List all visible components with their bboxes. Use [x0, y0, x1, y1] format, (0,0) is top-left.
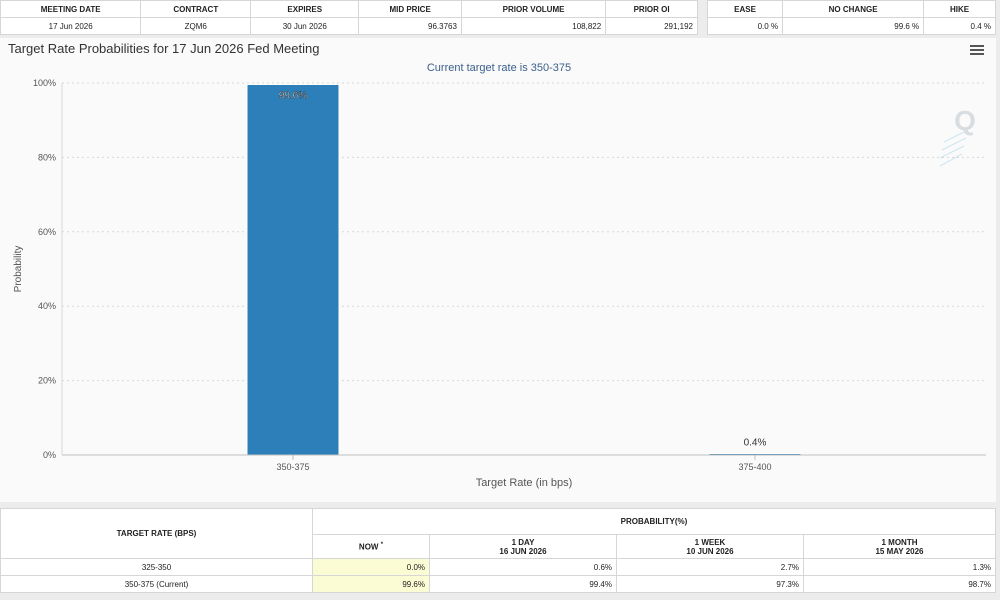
header-1-day-date: 16 JUN 2026	[499, 546, 547, 556]
y-tick-label: 20%	[38, 376, 56, 386]
ease-value: 0.0 %	[706, 17, 784, 35]
header-1-week: 1 WEEK 10 JUN 2026	[616, 534, 804, 559]
data-label: 0.4%	[744, 438, 767, 449]
hike-value: 0.4 %	[923, 17, 996, 35]
header-contract: CONTRACT	[140, 0, 252, 18]
prior-oi-value: 291,192	[605, 17, 698, 35]
x-tick-label: 375-400	[738, 462, 771, 472]
header-1-month-label: 1 MONTH	[881, 537, 918, 547]
one-day-cell: 99.4%	[429, 575, 617, 593]
svg-text:Q: Q	[954, 105, 976, 136]
rate-cell: 325-350	[0, 558, 313, 576]
header-1-week-label: 1 WEEK	[694, 537, 726, 547]
header-prior-oi: PRIOR OI	[605, 0, 698, 18]
header-mid-price: MID PRICE	[358, 0, 462, 18]
bottom-header-row-1: TARGET RATE (BPS) PROBABILITY(%)	[0, 508, 996, 559]
header-meeting-date: MEETING DATE	[0, 0, 142, 18]
x-axis-label: Target Rate (in bps)	[476, 477, 573, 489]
chart-title: Target Rate Probabilities for 17 Jun 202…	[8, 41, 320, 56]
now-cell: 99.6%	[312, 575, 430, 593]
header-no-change: NO CHANGE	[782, 0, 925, 18]
chart-panel: 0% 20% 40% 60% 80% 100% 99.6% 0.4% 350-375 375-…	[0, 38, 996, 502]
header-expires: EXPIRES	[250, 0, 360, 18]
data-label: 99.6%	[279, 90, 307, 101]
header-target-rate: TARGET RATE (BPS)	[0, 508, 313, 559]
prob-data-row: 0.0 % 99.6 % 0.4 %	[706, 17, 996, 35]
header-1-day: 1 DAY 16 JUN 2026	[429, 534, 617, 559]
table-row: 325-350 0.0% 0.6% 2.7% 1.3%	[0, 558, 996, 576]
no-change-value: 99.6 %	[782, 17, 925, 35]
one-week-cell: 2.7%	[616, 558, 804, 576]
expires-value: 30 Jun 2026	[250, 17, 360, 35]
header-now: NOW *	[312, 534, 430, 559]
header-1-week-date: 10 JUN 2026	[686, 546, 734, 556]
hamburger-menu-icon[interactable]	[970, 45, 984, 57]
prob-header-row: EASE NO CHANGE HIKE	[706, 0, 996, 18]
y-tick-label: 60%	[38, 227, 56, 237]
y-tick-label: 80%	[38, 152, 56, 162]
header-prior-volume: PRIOR VOLUME	[460, 0, 607, 18]
probability-bar-chart: 0% 20% 40% 60% 80% 100% 99.6% 0.4% 350-375 375-…	[13, 62, 986, 489]
table-row: 350-375 (Current) 99.6% 99.4% 97.3% 98.7…	[0, 575, 996, 593]
y-axis-ticks: 0% 20% 40% 60% 80% 100%	[33, 78, 56, 460]
header-hike: HIKE	[923, 0, 996, 18]
prior-volume-value: 108,822	[460, 17, 607, 35]
meeting-date-value: 17 Jun 2026	[0, 17, 142, 35]
chart-gridlines	[61, 82, 986, 455]
y-axis-label: Probability	[13, 246, 24, 293]
y-tick-label: 40%	[38, 301, 56, 311]
header-probability: PROBABILITY(%)	[312, 508, 996, 535]
meeting-info-table: MEETING DATE CONTRACT EXPIRES MID PRICE …	[0, 0, 698, 35]
header-1-day-label: 1 DAY	[511, 537, 535, 547]
probability-summary-table: EASE NO CHANGE HIKE 0.0 % 99.6 % 0.4 %	[706, 0, 996, 35]
mid-price-value: 96.3763	[358, 17, 462, 35]
header-now-mark: *	[380, 541, 384, 548]
x-tick-label: 350-375	[276, 462, 309, 472]
rate-cell: 350-375 (Current)	[0, 575, 313, 593]
quikstrike-q-logo-icon: Q	[939, 105, 976, 167]
y-tick-label: 0%	[43, 450, 56, 460]
chart-subtitle: Current target rate is 350-375	[427, 62, 571, 74]
target-rate-probability-table: TARGET RATE (BPS) PROBABILITY(%) NOW * 1…	[0, 508, 996, 593]
one-month-cell: 1.3%	[803, 558, 996, 576]
header-1-month: 1 MONTH 15 MAY 2026	[803, 534, 996, 559]
y-tick-label: 100%	[33, 78, 56, 88]
header-now-label: NOW	[358, 542, 379, 552]
bar-350-375[interactable]	[246, 83, 340, 456]
bottom-header-row-2: NOW * 1 DAY 16 JUN 2026 1 WEEK 10 JUN 20…	[1, 534, 996, 559]
one-week-cell: 97.3%	[616, 575, 804, 593]
now-cell: 0.0%	[312, 558, 430, 576]
meeting-data-row: 17 Jun 2026 ZQM6 30 Jun 2026 96.3763 108…	[0, 17, 698, 35]
header-ease: EASE	[706, 0, 784, 18]
one-day-cell: 0.6%	[429, 558, 617, 576]
chart-bars: 99.6% 0.4%	[246, 83, 802, 456]
header-1-month-date: 15 MAY 2026	[875, 546, 924, 556]
meeting-header-row: MEETING DATE CONTRACT EXPIRES MID PRICE …	[0, 0, 698, 18]
one-month-cell: 98.7%	[803, 575, 996, 593]
x-axis-ticks: 350-375 375-400	[276, 455, 772, 472]
contract-value: ZQM6	[140, 17, 252, 35]
